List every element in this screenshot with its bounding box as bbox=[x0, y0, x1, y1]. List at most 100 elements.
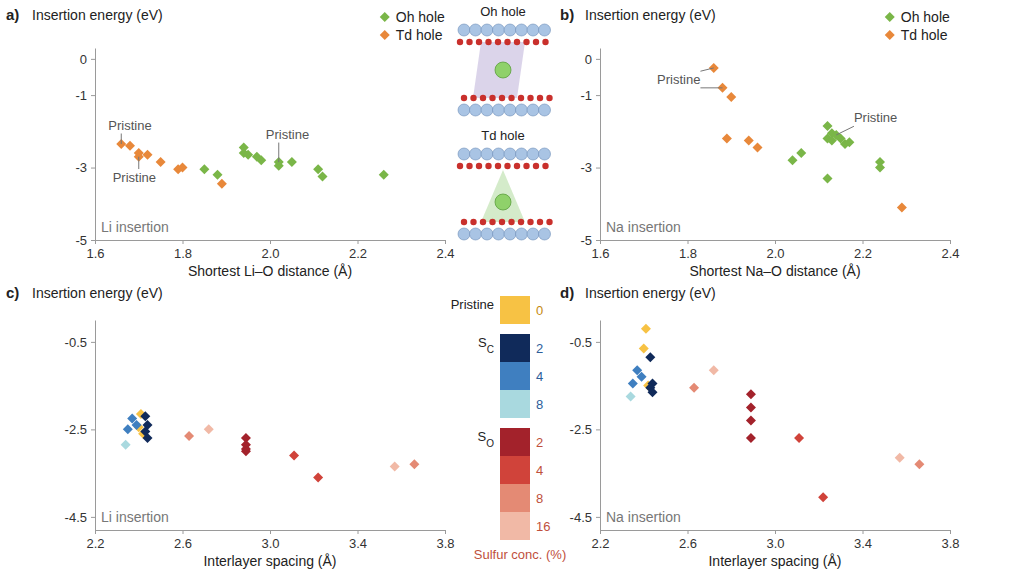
y-axis-line bbox=[95, 321, 96, 531]
schematic-label: Td hole bbox=[481, 128, 524, 143]
annotation-label: Pristine bbox=[113, 170, 156, 185]
atom bbox=[458, 148, 470, 160]
legend: Oh holeTd hole bbox=[380, 9, 445, 43]
schematic-drawing bbox=[457, 148, 553, 240]
plot-area bbox=[121, 409, 420, 482]
legend-item: Td hole bbox=[885, 27, 948, 43]
color-swatch bbox=[500, 362, 530, 390]
y-axis-title: Insertion energy (eV) bbox=[585, 285, 716, 301]
atom bbox=[539, 104, 551, 116]
leader-line bbox=[836, 126, 854, 135]
point bbox=[628, 378, 638, 388]
point bbox=[746, 389, 756, 399]
x-tick-mark bbox=[775, 240, 776, 244]
x-tick-mark bbox=[270, 240, 271, 244]
atom bbox=[470, 228, 482, 240]
corner-label: Na insertion bbox=[606, 219, 681, 235]
point bbox=[156, 157, 166, 167]
x-tick-mark bbox=[688, 530, 689, 534]
atom bbox=[518, 95, 524, 101]
x-tick-mark bbox=[358, 530, 359, 534]
point bbox=[274, 161, 284, 171]
x-tick-mark bbox=[950, 240, 951, 244]
legend-marker bbox=[380, 30, 390, 40]
annotation: Pristine bbox=[836, 110, 897, 135]
atom bbox=[516, 148, 528, 160]
series bbox=[199, 143, 388, 182]
point bbox=[243, 150, 253, 160]
x-axis-title: Shortest Li–O distance (Å) bbox=[188, 263, 352, 279]
plot-area bbox=[116, 139, 388, 189]
x-tick: 3.0 bbox=[261, 530, 279, 551]
color-swatch bbox=[500, 390, 530, 418]
legend-item: Oh hole bbox=[380, 9, 445, 25]
plot-area bbox=[709, 63, 907, 212]
x-tick-label: 2.4 bbox=[941, 246, 959, 261]
point bbox=[689, 383, 699, 393]
x-tick: 2.4 bbox=[941, 240, 959, 261]
y-axis-line bbox=[600, 49, 601, 241]
color-legend: Pristine0SC248SO24816Sulfur conc. (%) bbox=[451, 296, 567, 562]
x-tick: 2.6 bbox=[174, 530, 192, 551]
y-axis-line bbox=[95, 49, 96, 241]
y-tick-label: -4.5 bbox=[65, 510, 87, 525]
atom bbox=[504, 39, 510, 45]
swatch-label: 8 bbox=[536, 397, 543, 412]
x-tick: 1.8 bbox=[174, 240, 192, 261]
x-tick-label: 1.8 bbox=[679, 246, 697, 261]
y-tick-mark bbox=[596, 429, 600, 430]
panel-letter: b) bbox=[560, 6, 574, 23]
tetrahedron bbox=[481, 170, 525, 222]
atom bbox=[470, 95, 476, 101]
point bbox=[875, 163, 885, 173]
panel: b)Insertion energy (eV)1.61.82.02.22.40-… bbox=[560, 6, 960, 279]
x-tick: 3.4 bbox=[854, 530, 872, 551]
atom bbox=[470, 148, 482, 160]
point bbox=[123, 424, 133, 434]
atom bbox=[527, 95, 533, 101]
atom bbox=[461, 95, 467, 101]
swatch-label: 4 bbox=[536, 463, 543, 478]
atom bbox=[514, 163, 520, 169]
y-tick-mark bbox=[91, 429, 95, 430]
atom bbox=[504, 24, 516, 36]
y-tick-label: -0.5 bbox=[65, 335, 87, 350]
y-tick-label: -1 bbox=[75, 88, 87, 103]
y-tick-mark bbox=[596, 342, 600, 343]
color-swatch bbox=[500, 484, 530, 512]
leader-line bbox=[700, 87, 722, 88]
annotation-label: Pristine bbox=[266, 127, 309, 142]
color-swatch bbox=[500, 456, 530, 484]
atom bbox=[537, 95, 543, 101]
y-tick-label: -2.5 bbox=[570, 422, 592, 437]
y-tick-mark bbox=[91, 240, 95, 241]
atom bbox=[516, 24, 528, 36]
x-tick-label: 2.2 bbox=[591, 536, 609, 551]
point bbox=[213, 170, 223, 180]
annotation: Pristine bbox=[113, 157, 156, 185]
atom bbox=[533, 163, 539, 169]
point bbox=[744, 135, 754, 145]
annotation-label: Pristine bbox=[854, 110, 897, 125]
atom bbox=[480, 219, 486, 225]
color-swatch bbox=[500, 512, 530, 540]
atom bbox=[539, 24, 551, 36]
swatch-label: 16 bbox=[536, 519, 550, 534]
series bbox=[709, 365, 905, 462]
atom bbox=[514, 39, 520, 45]
atom bbox=[504, 148, 516, 160]
atom bbox=[485, 39, 491, 45]
swatch-label: 8 bbox=[536, 491, 543, 506]
atom bbox=[489, 95, 495, 101]
x-axis-title: Interlayer spacing (Å) bbox=[203, 553, 336, 569]
atom bbox=[546, 95, 552, 101]
x-tick: 2.4 bbox=[436, 240, 454, 261]
y-tick: -2.5 bbox=[570, 422, 600, 437]
swatch-label: 4 bbox=[536, 369, 543, 384]
point bbox=[143, 433, 153, 443]
y-tick-label: -3 bbox=[580, 160, 592, 175]
point bbox=[722, 134, 732, 144]
color-legend-title: Sulfur conc. (%) bbox=[474, 547, 566, 562]
x-tick: 2.6 bbox=[679, 530, 697, 551]
y-axis: 0-1-3-5 bbox=[580, 49, 600, 248]
